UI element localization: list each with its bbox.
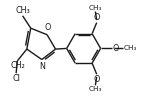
Text: O: O bbox=[93, 75, 100, 84]
Text: Cl: Cl bbox=[12, 74, 20, 83]
Text: CH₂: CH₂ bbox=[10, 61, 25, 70]
Text: N: N bbox=[40, 62, 45, 71]
Text: O: O bbox=[45, 23, 51, 32]
Text: CH₃: CH₃ bbox=[124, 45, 137, 51]
Text: O: O bbox=[93, 13, 100, 22]
Text: CH₃: CH₃ bbox=[89, 5, 102, 11]
Text: CH₃: CH₃ bbox=[89, 86, 102, 92]
Text: CH₃: CH₃ bbox=[15, 6, 30, 15]
Text: O: O bbox=[112, 44, 119, 53]
